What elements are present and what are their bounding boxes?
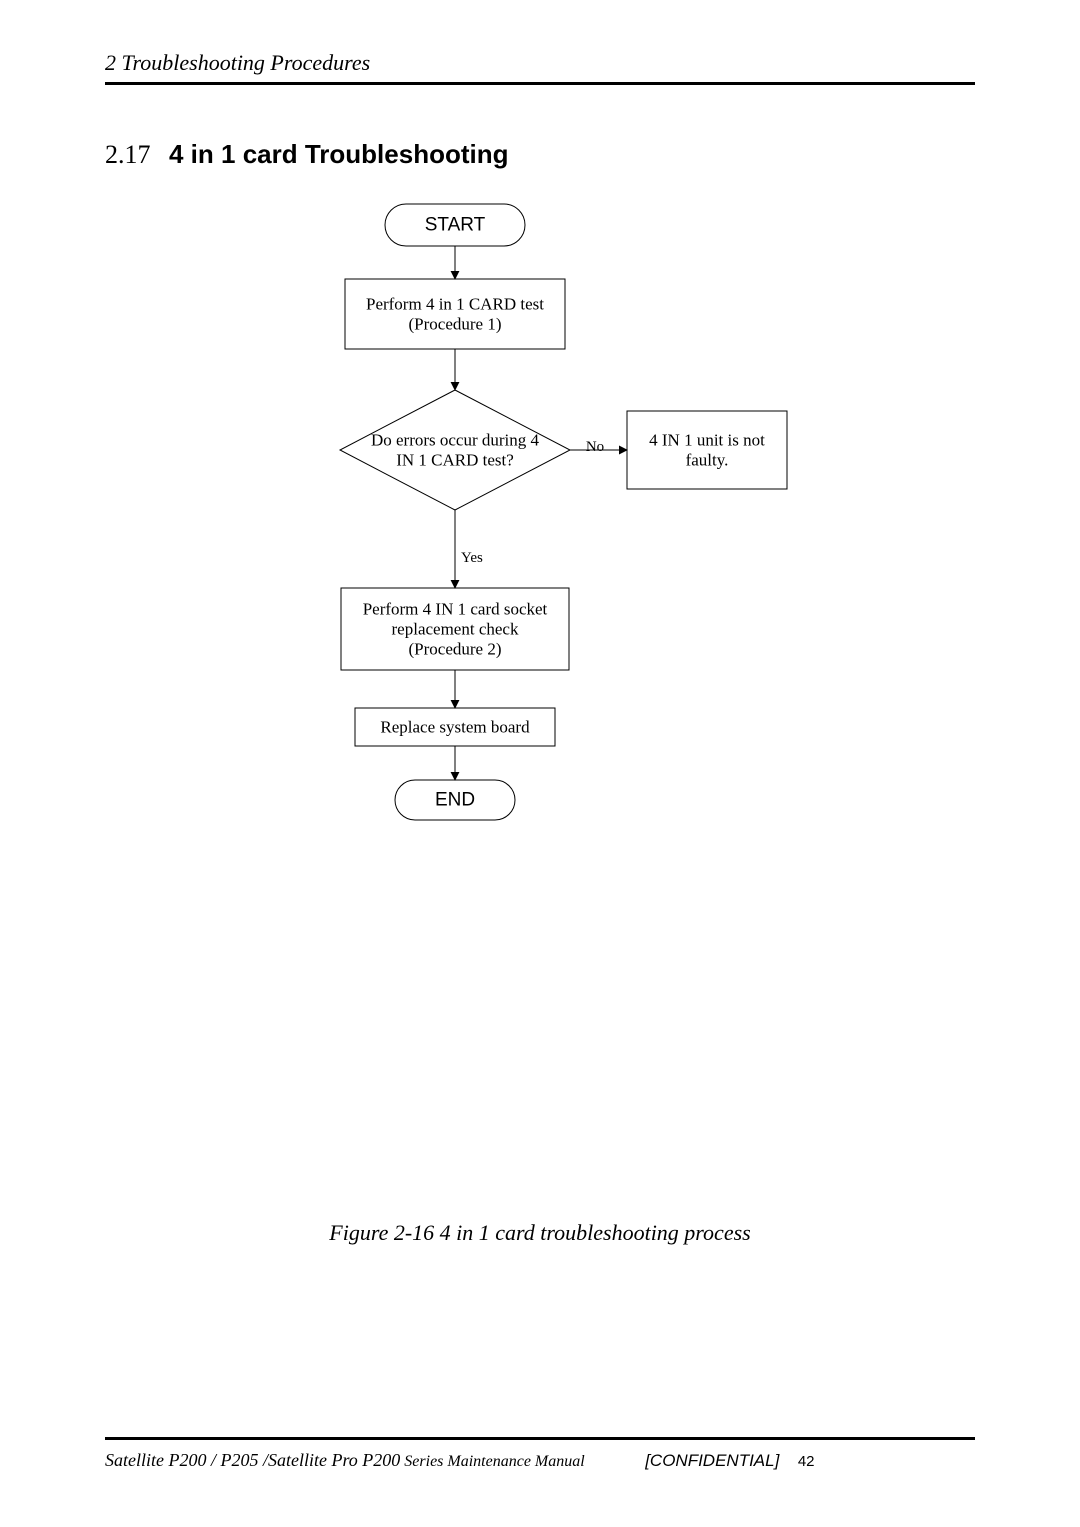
svg-text:(Procedure 2): (Procedure 2) [409,640,502,659]
page-footer: Satellite P200 / P205 /Satellite Pro P20… [105,1437,975,1471]
flow-edge-3: No [570,439,627,455]
figure-caption: Figure 2-16 4 in 1 card troubleshooting … [105,1220,975,1246]
svg-text:Perform 4 in 1 CARD test: Perform 4 in 1 CARD test [366,295,544,314]
flow-node-dec: Do errors occur during 4IN 1 CARD test? [340,390,570,510]
flow-node-end: END [395,780,515,820]
svg-text:(Procedure 1): (Procedure 1) [409,315,502,334]
svg-text:4 IN 1 unit is not: 4 IN 1 unit is not [649,431,765,450]
flow-node-start: START [385,204,525,246]
flow-node-notfault: 4 IN 1 unit is notfaulty. [627,411,787,489]
svg-text:Replace system board: Replace system board [380,718,530,737]
footer-line: Satellite P200 / P205 /Satellite Pro P20… [105,1450,975,1471]
footer-page-number: 42 [798,1453,815,1470]
svg-text:faulty.: faulty. [686,451,729,470]
svg-text:END: END [435,790,475,811]
running-header: 2 Troubleshooting Procedures [105,50,975,76]
svg-text:replacement check: replacement check [392,620,519,639]
flowchart-svg: STARTPerform 4 in 1 CARD test(Procedure … [255,200,815,960]
section-number: 2.17 [105,140,151,169]
svg-text:No: No [586,439,604,455]
svg-text:Do errors occur during 4: Do errors occur during 4 [371,431,540,450]
footer-confidential: [CONFIDENTIAL] [645,1451,779,1470]
svg-text:IN 1 CARD test?: IN 1 CARD test? [396,451,514,470]
footer-rule [105,1437,975,1440]
section-heading: 2.17 4 in 1 card Troubleshooting [105,139,975,170]
footer-manual: Series Maintenance Manual [400,1453,584,1470]
flow-edge-2: Yes [455,510,483,588]
svg-text:Perform 4 IN 1 card socket: Perform 4 IN 1 card socket [363,600,548,619]
flowchart-container: STARTPerform 4 in 1 CARD test(Procedure … [255,200,815,960]
flow-node-replace: Replace system board [355,708,555,746]
header-rule [105,82,975,85]
flow-node-proc1: Perform 4 in 1 CARD test(Procedure 1) [345,279,565,349]
flow-node-proc2: Perform 4 IN 1 card socketreplacement ch… [341,588,569,670]
svg-text:Yes: Yes [461,550,483,566]
section-title-text: 4 in 1 card Troubleshooting [169,139,509,169]
document-page: 2 Troubleshooting Procedures 2.17 4 in 1… [0,0,1080,1527]
svg-text:START: START [425,215,486,236]
footer-product: Satellite P200 / P205 /Satellite Pro P20… [105,1450,400,1470]
